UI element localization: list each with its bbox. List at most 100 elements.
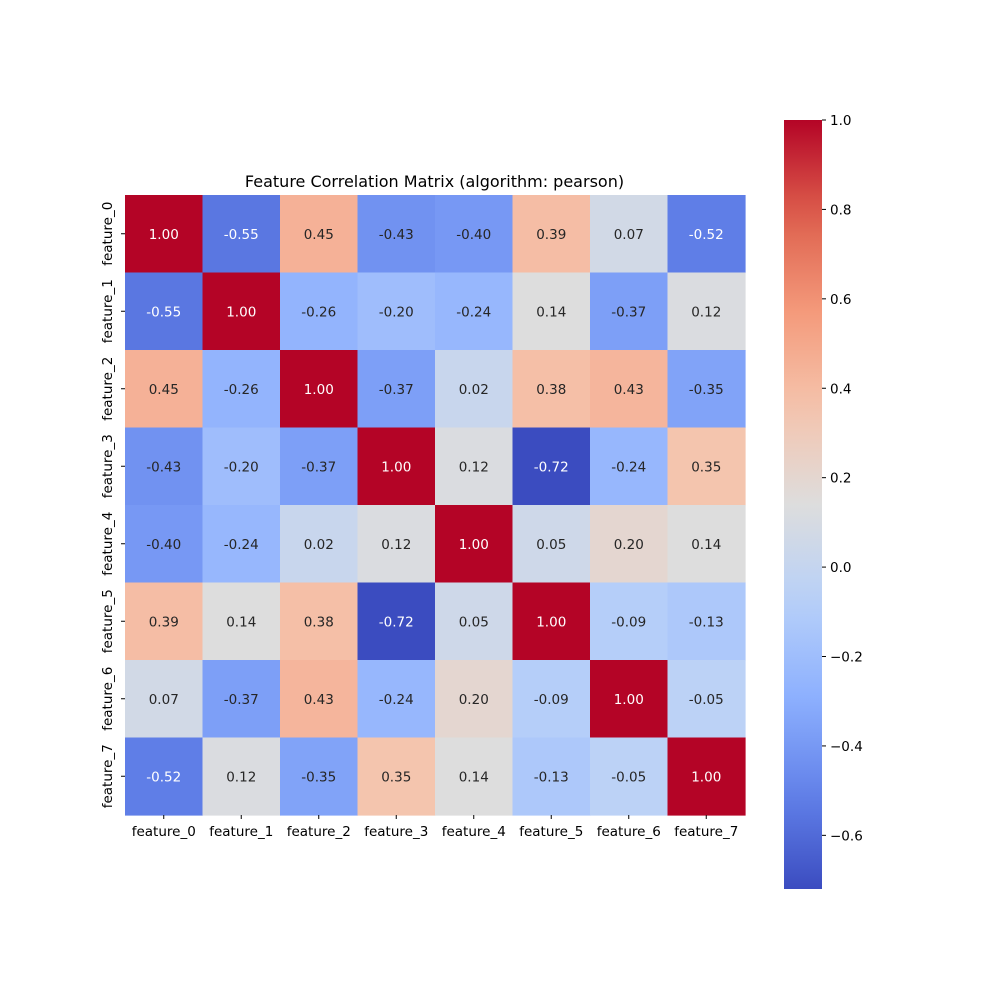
y-axis: feature_0 feature_1 feature_2 feature_3feat… [100,202,125,808]
cell-value-label: 1.00 [149,227,179,243]
colorbar-tick-label: −0.2 [830,650,863,666]
heatmap-cell [280,737,359,816]
cell-value-label: 0.14 [536,304,566,320]
cell-value-label: -0.43 [146,459,181,475]
cell-value-label: 0.02 [459,382,489,398]
heatmap-cell [512,660,591,739]
cell-value-label: -0.24 [611,459,646,475]
heatmap-cell [435,195,514,274]
heatmap-cell [590,737,669,816]
cell-value-label: 0.43 [614,382,644,398]
heatmap-cell [435,505,514,584]
cell-value-label: 0.43 [304,692,334,708]
cell-value-label: 0.12 [381,537,411,553]
heatmap-cell [202,272,281,351]
cell-value-label: -0.40 [456,227,491,243]
cell-value-label: -0.13 [689,614,724,630]
heatmap-cell [435,427,514,506]
colorbar-tick-label: −0.6 [830,828,863,844]
cell-value-label: 1.00 [226,304,256,320]
colorbar-tick-label: 0.4 [830,381,851,397]
heatmap-cell [667,427,746,506]
x-tick-label: feature_0 [132,824,196,840]
heatmap-cell [202,195,281,274]
cell-value-label: 0.07 [149,692,179,708]
heatmap-cell [512,737,591,816]
cell-value-label: 1.00 [691,769,721,785]
y-tick-label: feature_6 [100,667,116,731]
x-tick-label: feature_5 [519,824,583,840]
heatmap-cell [125,660,204,739]
cell-value-label: 1.00 [381,459,411,475]
colorbar-tick-label: 0.6 [830,292,851,308]
cell-value-label: 0.38 [304,614,334,630]
cell-value-label: 0.12 [691,304,721,320]
cell-value-label: 0.39 [149,614,179,630]
heatmap-cell [590,505,669,584]
heatmap-cell [435,272,514,351]
cell-value-label: -0.09 [611,614,646,630]
heatmap-cell [202,660,281,739]
cell-value-label: 0.14 [691,537,721,553]
cell-value-label: -0.72 [379,614,414,630]
heatmap-cell [667,737,746,816]
cell-value-label: -0.13 [534,769,569,785]
cell-value-label: -0.37 [611,304,646,320]
heatmap-cell [512,427,591,506]
cell-value-label: -0.72 [534,459,569,475]
cell-value-label: -0.24 [379,692,414,708]
heatmap-cell [357,737,436,816]
heatmap-cell [125,427,204,506]
heatmap-cell [357,582,436,661]
chart-title: Feature Correlation Matrix (algorithm: p… [245,172,624,191]
heatmap-cell [435,737,514,816]
colorbar-tick-label: 1.0 [830,113,851,129]
cell-value-label: 0.12 [459,459,489,475]
cell-value-label: -0.43 [379,227,414,243]
x-tick-label: feature_1 [209,824,273,840]
colorbar-tick-label: 0.2 [830,471,851,487]
heatmap-cell [357,195,436,274]
heatmap-cell [280,195,359,274]
heatmap-cell [512,582,591,661]
cell-value-label: -0.55 [146,304,181,320]
colorbar: 1.0 0.8 0.6 0.4 0.2 0.0 −0.2 −0.4 −0.6 [784,113,863,889]
cell-value-label: 0.39 [536,227,566,243]
y-tick-label: feature_4 [100,512,116,576]
cell-value-label: 0.14 [226,614,256,630]
x-tick-label: feature_6 [597,824,661,840]
x-tick-label: feature_7 [674,824,738,840]
cell-value-label: -0.09 [534,692,569,708]
heatmap-cell [512,350,591,429]
heatmap-cells: 1.00 -0.55 0.45 -0.43 -0.40 0.39 0.07 -0.52 -0.5… [125,195,746,816]
heatmap-cell [280,582,359,661]
heatmap-cell [667,350,746,429]
y-tick-label: feature_3 [100,434,116,498]
colorbar-tick-label: −0.4 [830,739,863,755]
heatmap-cell [357,505,436,584]
heatmap-cell [280,427,359,506]
heatmap-cell [435,660,514,739]
cell-value-label: -0.24 [224,537,259,553]
colorbar-gradient [784,120,822,889]
heatmap-cell [590,272,669,351]
cell-value-label: 0.45 [149,382,179,398]
x-tick-label: feature_2 [287,824,351,840]
y-tick-label: feature_5 [100,589,116,653]
heatmap-cell [590,427,669,506]
cell-value-label: -0.20 [224,459,259,475]
cell-value-label: 0.07 [614,227,644,243]
y-tick-label: feature_2 [100,357,116,421]
heatmap-cell [590,350,669,429]
x-axis: feature_0 feature_1 feature_2 feature_3 feat… [132,815,738,840]
heatmap-cell [202,505,281,584]
colorbar-tick-label: 0.0 [830,560,851,576]
cell-value-label: -0.35 [301,769,336,785]
cell-value-label: 1.00 [614,692,644,708]
x-tick-label: feature_3 [364,824,428,840]
y-tick-label: feature_7 [100,744,116,808]
cell-value-label: 0.35 [691,459,721,475]
cell-value-label: -0.37 [224,692,259,708]
cell-value-label: -0.26 [224,382,259,398]
